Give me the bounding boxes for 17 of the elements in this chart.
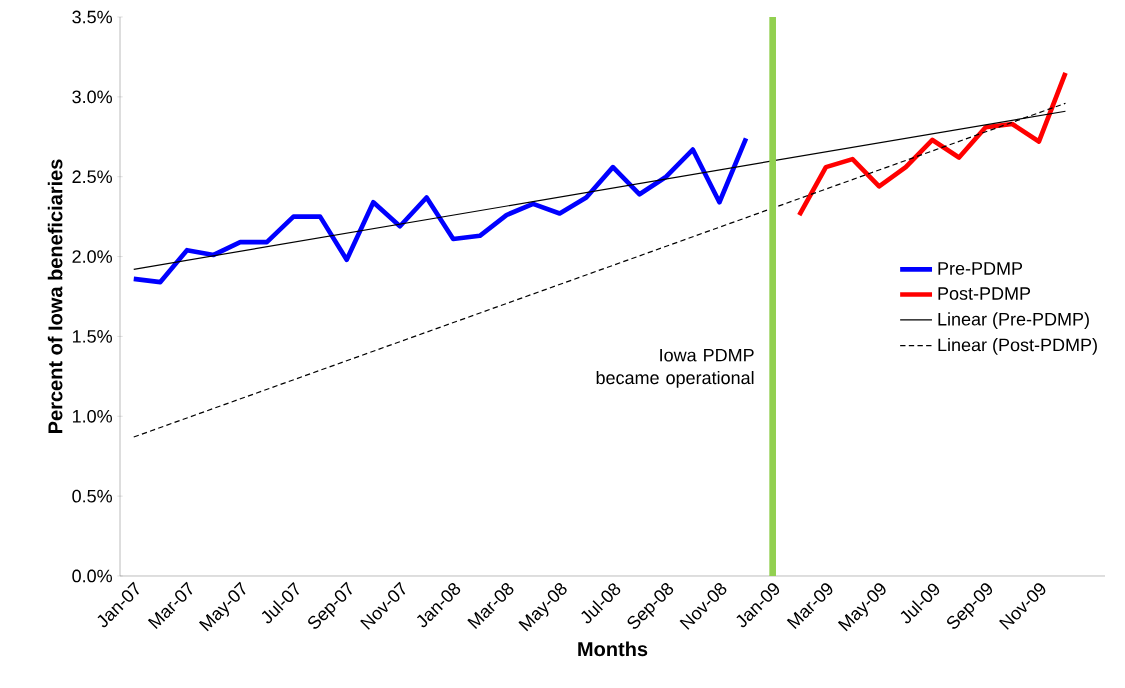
y-tick-label: 0.5% [72, 489, 112, 503]
ref-line-label: Iowa PDMP became operational [596, 348, 754, 388]
legend-label: Linear (Pre-PDMP) [938, 312, 1089, 330]
y-tick-label: 0.0% [72, 569, 112, 583]
line-series [131, 136, 749, 285]
legend-label: Pre-PDMP [938, 262, 1023, 275]
legend-label: Post-PDMP [938, 287, 1031, 300]
legend-label: Linear (Post-PDMP) [938, 338, 1097, 355]
y-tick-label: 2.0% [72, 250, 112, 263]
y-tick-label: 1.0% [72, 409, 112, 423]
y-axis-title: Percent of Iowa beneficiaries [47, 159, 63, 433]
y-tick-label: 1.5% [72, 330, 112, 343]
x-axis-title: Months [578, 641, 648, 657]
y-tick-label: 3.5% [72, 10, 112, 24]
y-tick-label: 3.0% [72, 90, 112, 104]
line-series [796, 70, 1068, 218]
y-tick-label: 2.5% [72, 170, 112, 184]
